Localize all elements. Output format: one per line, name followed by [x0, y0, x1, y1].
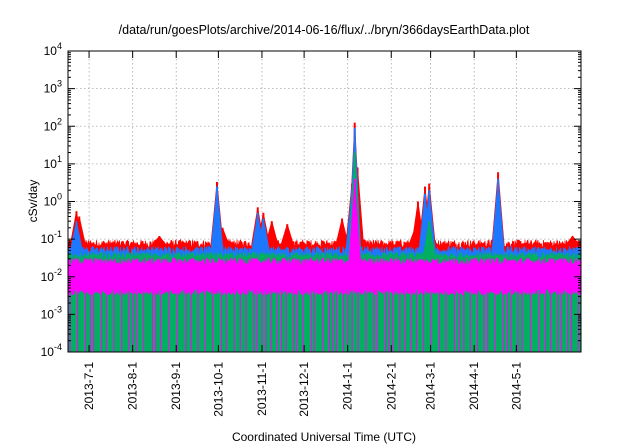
axis-ticks: 10-4 10-3 10-2 10-1 100 101 102 103 104 2013-7-1 2…: [41, 41, 581, 417]
y-tick-label: 104: [44, 41, 62, 58]
x-tick-label: 2014-2-1: [384, 362, 398, 410]
y-tick-label: 10-1: [41, 229, 62, 246]
x-tick-label: 2014-4-1: [467, 362, 481, 410]
y-tick-label: 10-2: [41, 267, 62, 284]
y-axis-label: cSv/day: [26, 180, 40, 223]
x-tick-label: 2013-11-1: [255, 362, 269, 416]
y-tick-label: 100: [44, 192, 62, 209]
y-tick-label: 103: [44, 79, 62, 96]
y-tick-label: 102: [44, 116, 62, 133]
y-tick-label: 10-4: [41, 342, 62, 359]
series-3-dropouts: [69, 291, 579, 352]
y-tick-label: 10-3: [41, 304, 62, 321]
y-tick-label: 101: [44, 154, 62, 171]
chart-title: /data/run/goesPlots/archive/2014-06-16/f…: [119, 23, 530, 37]
series-2-area: [68, 156, 581, 352]
x-tick-label: 2013-8-1: [126, 362, 140, 410]
data-series: [68, 122, 581, 352]
x-tick-label: 2014-3-1: [424, 362, 438, 410]
x-tick-label: 2013-10-1: [211, 362, 225, 417]
x-tick-label: 2014-5-1: [509, 362, 523, 410]
x-axis-label: Coordinated Universal Time (UTC): [232, 430, 416, 444]
x-tick-label: 2013-9-1: [169, 362, 183, 410]
x-tick-label: 2014-1-1: [341, 362, 355, 410]
x-tick-label: 2013-12-1: [297, 362, 311, 417]
series-3-band: [68, 180, 581, 296]
x-tick-label: 2013-7-1: [82, 362, 96, 410]
